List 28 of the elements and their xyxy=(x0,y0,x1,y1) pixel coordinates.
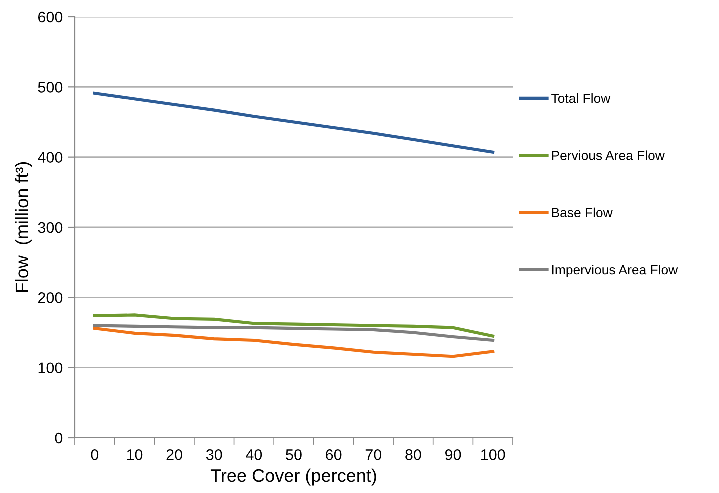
y-tick-label: 300 xyxy=(38,222,63,234)
x-axis-title: Tree Cover (percent) xyxy=(210,468,376,486)
legend-label: Base Flow xyxy=(552,208,613,218)
y-tick-label: 200 xyxy=(38,292,63,304)
legend-label: Impervious Area Flow xyxy=(552,264,678,278)
x-tick-label: 70 xyxy=(366,450,382,460)
legend-label: Total Flow xyxy=(552,94,611,104)
y-axis-title: Flow (million ft³) xyxy=(15,162,32,292)
line-series xyxy=(93,314,495,338)
x-tick-label: 40 xyxy=(246,450,262,460)
x-tick-label: 100 xyxy=(482,450,506,460)
x-tick-label: 90 xyxy=(445,450,462,460)
y-tick-label: 600 xyxy=(38,12,63,23)
y-tick-label: 400 xyxy=(38,152,63,164)
x-tick-label: 50 xyxy=(286,450,302,460)
x-tick-label: 0 xyxy=(91,450,99,460)
x-tick-label: 80 xyxy=(406,450,422,460)
x-tick-label: 10 xyxy=(127,450,143,460)
legend-label: Pervious Area Flow xyxy=(552,150,665,160)
y-tick-label: 100 xyxy=(38,362,63,374)
line-series xyxy=(93,324,495,342)
line-series xyxy=(93,92,495,154)
y-tick-label: 0 xyxy=(55,432,63,444)
x-tick-label: 60 xyxy=(326,450,342,460)
x-tick-label: 30 xyxy=(206,450,222,460)
line-series xyxy=(93,327,495,358)
x-tick-label: 20 xyxy=(166,450,182,460)
y-tick-label: 500 xyxy=(38,82,63,93)
